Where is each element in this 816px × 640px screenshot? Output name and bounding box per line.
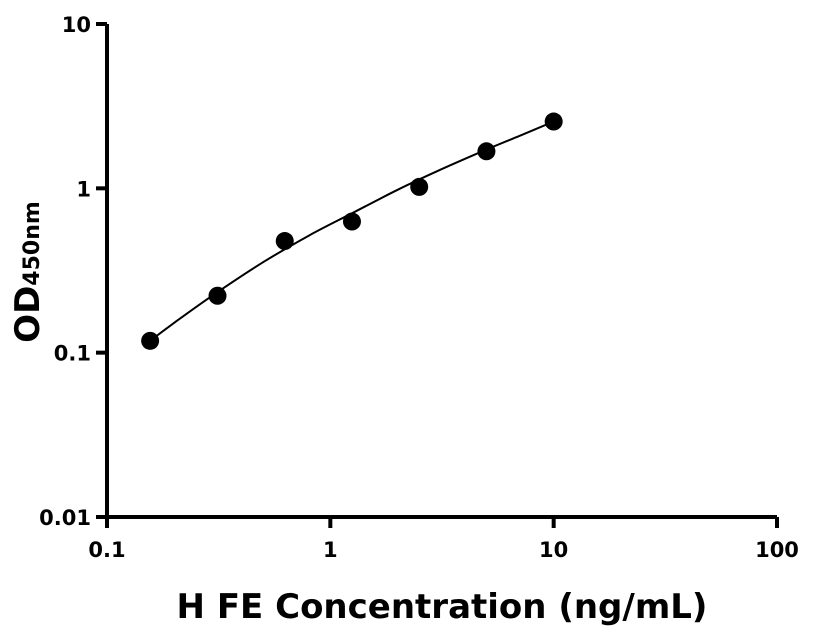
data-point bbox=[275, 232, 294, 251]
x-axis-title: H FE Concentration (ng/mL) bbox=[177, 587, 708, 627]
y-axis-title-sub: 450nm bbox=[20, 201, 45, 286]
data-point bbox=[410, 177, 429, 196]
axes bbox=[105, 24, 777, 519]
data-point bbox=[342, 212, 361, 231]
y-tick-label: 1 bbox=[76, 177, 91, 201]
data-point bbox=[544, 112, 563, 131]
data-point bbox=[208, 286, 227, 305]
data-points bbox=[141, 112, 563, 350]
y-axis-title-main: OD bbox=[8, 286, 48, 343]
x-tick-label: 100 bbox=[755, 538, 799, 562]
x-ticks: 0.1 1 10 100 bbox=[88, 517, 799, 562]
y-tick-label: 0.01 bbox=[39, 506, 91, 530]
x-tick-label: 0.1 bbox=[88, 538, 125, 562]
y-ticks: 0.01 0.1 1 10 bbox=[39, 13, 107, 530]
data-point bbox=[477, 142, 496, 161]
data-point bbox=[141, 331, 160, 350]
y-tick-label: 0.1 bbox=[54, 342, 91, 366]
x-tick-label: 1 bbox=[323, 538, 338, 562]
y-axis-title: OD450nm bbox=[8, 201, 48, 343]
y-tick-label: 10 bbox=[62, 13, 91, 37]
x-tick-label: 10 bbox=[539, 538, 568, 562]
